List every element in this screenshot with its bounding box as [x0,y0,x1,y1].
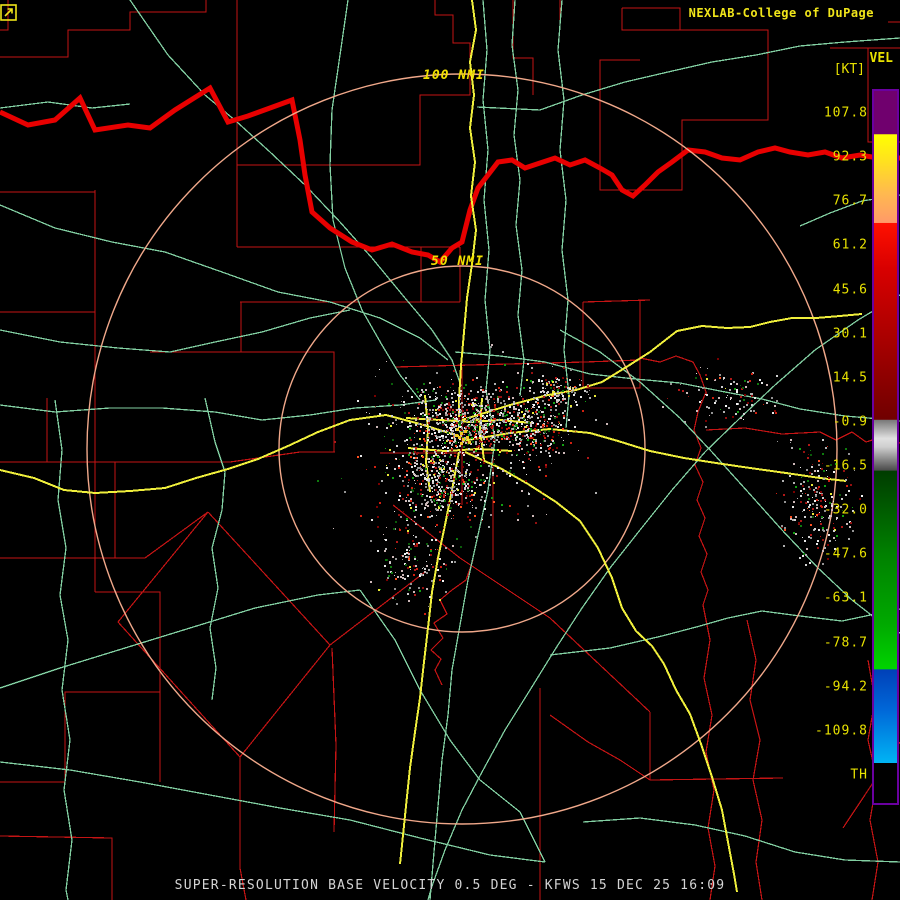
colorbar-tick-45.6: 45.6 [832,282,868,298]
colorbar-tick--0.9: -0.9 [832,414,868,430]
colorbar-gradient [874,91,897,803]
colorbar-unit-label: [KT] [833,62,865,77]
colorbar-tick-107.8: 107.8 [823,105,868,121]
colorbar-tick-TH: TH [850,767,868,783]
colorbar-tick-14.5: 14.5 [832,370,868,386]
page-title: NEXLAB-College of DuPage [688,6,874,20]
colorbar-tick--109.8: -109.8 [815,723,868,739]
state-border-river-line [0,84,900,266]
colorbar-tick--63.1: -63.1 [823,590,868,606]
colorbar-tick--94.2: -94.2 [823,679,868,695]
product-caption: SUPER-RESOLUTION BASE VELOCITY 0.5 DEG -… [174,878,726,893]
colorbar-tick--32.0: -32.0 [823,502,868,518]
colorbar-tick--47.6: -47.6 [823,546,868,562]
range-ring-label-50nmi: 50 NMI [431,254,484,269]
colorbar-tick-92.3: 92.3 [832,149,868,165]
colorbar-tick--16.5: -16.5 [823,458,868,474]
range-ring-label-100nmi: 100 NMI [423,68,485,83]
colorbar-tick-30.1: 30.1 [832,326,868,342]
colorbar-tick-76.7: 76.7 [832,193,868,209]
highways-layer [0,0,863,893]
vane-arrow-icon [0,4,17,21]
velocity-colorbar [872,89,899,805]
colorbar-tick-61.2: 61.2 [832,237,868,253]
colorbar-tick--78.7: -78.7 [823,635,868,651]
velocity-echoes [317,344,863,615]
colorbar-axis-label: VEL [869,51,893,66]
